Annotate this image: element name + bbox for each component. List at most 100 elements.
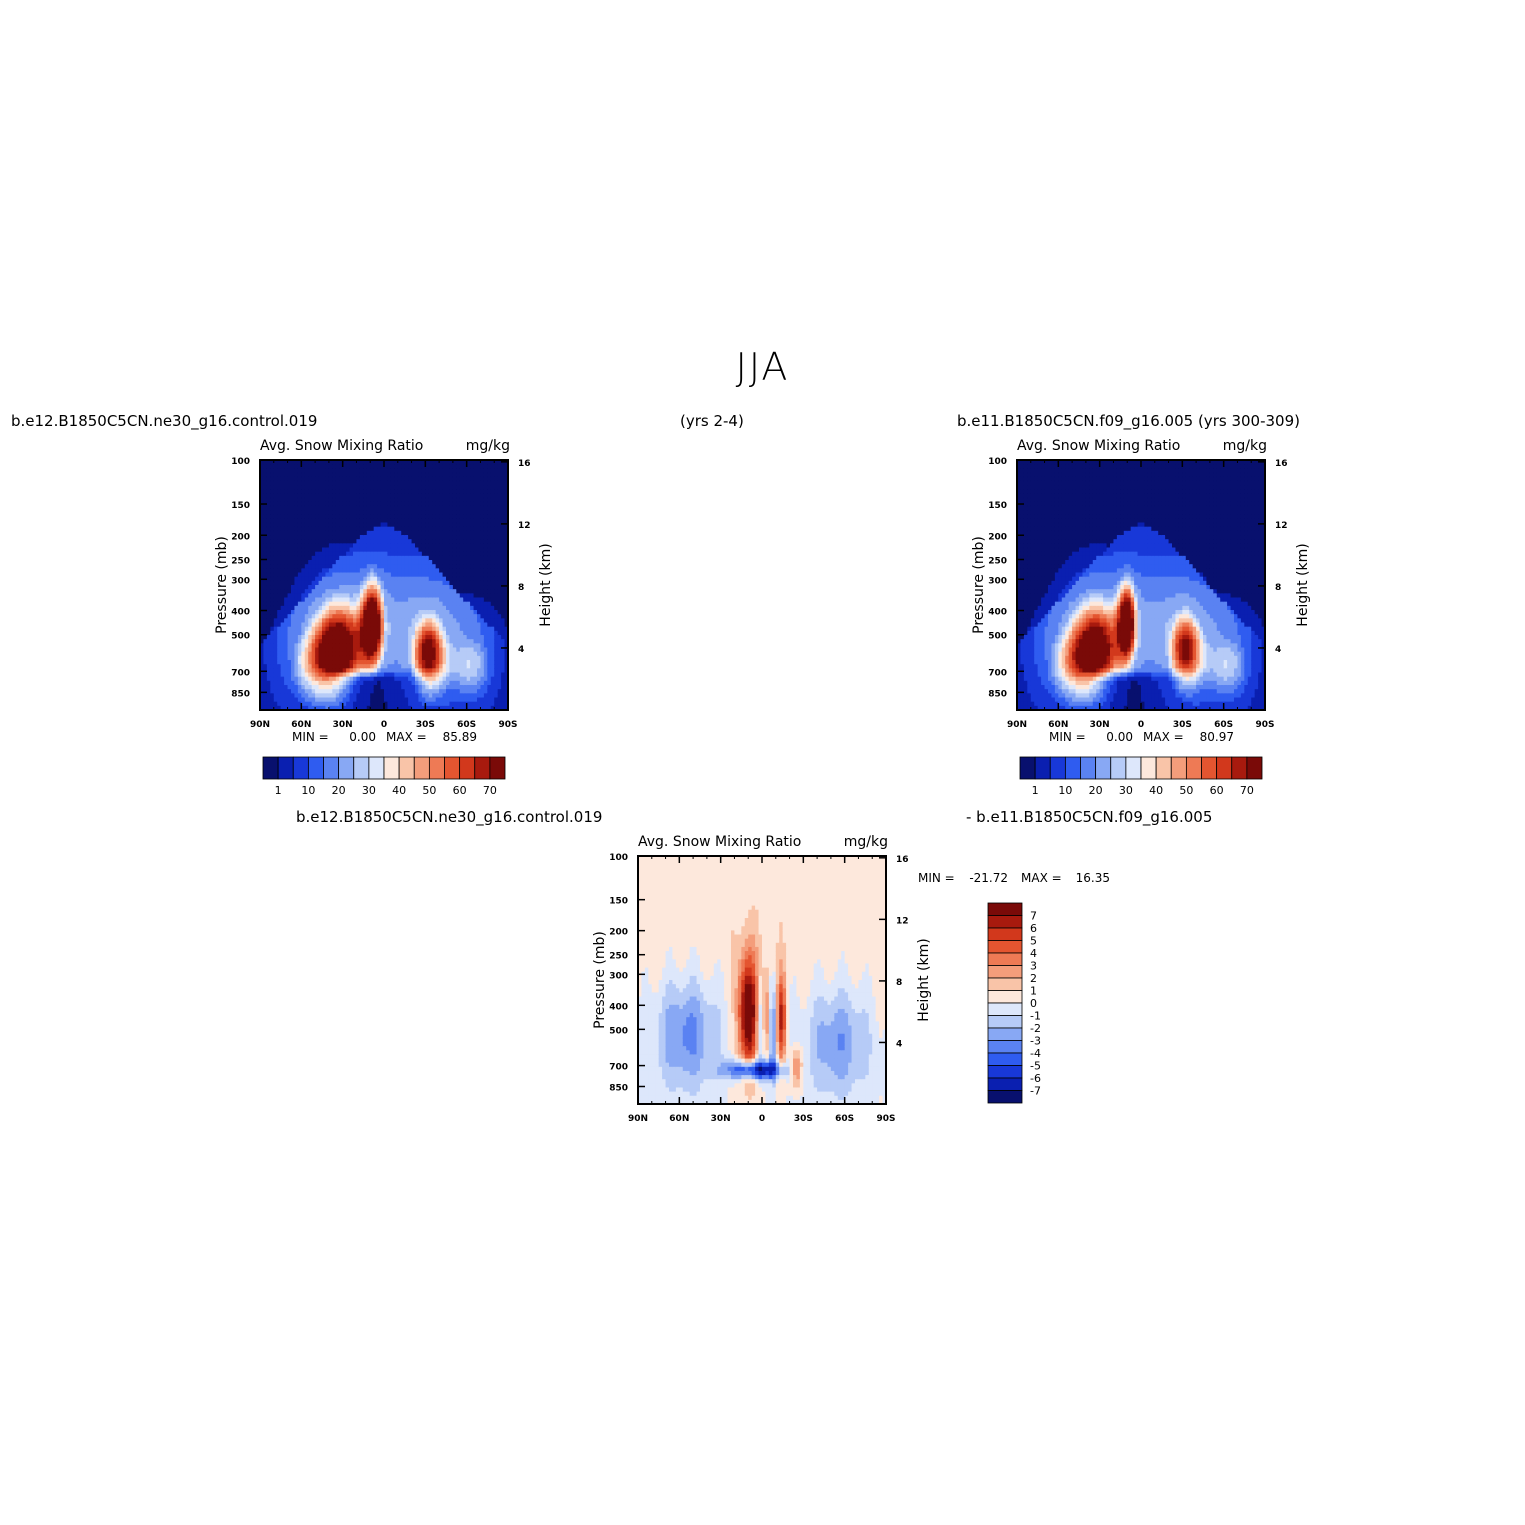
contour-cell bbox=[1037, 601, 1042, 607]
contour-cell bbox=[325, 614, 330, 619]
contour-cell bbox=[1034, 505, 1039, 511]
contour-cell bbox=[483, 547, 488, 553]
contour-cell bbox=[494, 485, 499, 490]
contour-cell bbox=[273, 580, 278, 586]
contour-cell bbox=[470, 626, 475, 632]
contour-cell bbox=[1034, 618, 1039, 624]
contour-cell bbox=[421, 468, 426, 474]
contour-cell bbox=[473, 605, 478, 611]
contour-cell bbox=[291, 643, 296, 649]
contour-cell bbox=[342, 593, 347, 599]
contour-cell bbox=[404, 680, 409, 686]
contour-cell bbox=[356, 518, 361, 524]
contour-cell bbox=[273, 493, 278, 499]
contour-cell bbox=[404, 572, 409, 578]
contour-cell bbox=[459, 518, 464, 524]
contour-cell bbox=[387, 585, 392, 590]
contour-cell bbox=[325, 697, 330, 703]
contour-cell bbox=[277, 630, 282, 636]
contour-cell bbox=[301, 664, 306, 669]
contour-cell bbox=[487, 651, 492, 657]
contour-cell bbox=[1017, 547, 1022, 553]
contour-cell bbox=[446, 526, 451, 532]
contour-cell bbox=[452, 664, 457, 669]
contour-cell bbox=[270, 564, 275, 569]
contour-cell bbox=[408, 468, 413, 474]
contour-cell bbox=[446, 660, 451, 665]
contour-cell bbox=[280, 560, 285, 565]
contour-cell bbox=[408, 460, 413, 465]
contour-cell bbox=[470, 493, 475, 499]
contour-cell bbox=[1023, 589, 1028, 594]
contour-cell bbox=[363, 589, 368, 594]
contour-cell bbox=[322, 655, 327, 661]
contour-cell bbox=[487, 701, 492, 707]
contour-cell bbox=[432, 701, 437, 707]
contour-cell bbox=[328, 560, 333, 565]
contour-cell bbox=[442, 705, 447, 711]
contour-cell bbox=[335, 564, 340, 569]
contour-cell bbox=[301, 543, 306, 549]
contour-cell bbox=[277, 518, 282, 524]
contour-cell bbox=[463, 530, 468, 536]
contour-cell bbox=[477, 618, 482, 624]
contour-cell bbox=[446, 489, 451, 494]
contour-cell bbox=[318, 568, 323, 574]
contour-cell bbox=[446, 543, 451, 549]
contour-cell bbox=[1017, 685, 1022, 690]
contour-cell bbox=[442, 555, 447, 561]
contour-cell bbox=[291, 576, 296, 582]
contour-cell bbox=[1030, 701, 1035, 707]
contour-cell bbox=[1027, 539, 1032, 544]
contour-cell bbox=[325, 593, 330, 599]
contour-cell bbox=[1037, 568, 1042, 574]
contour-cell bbox=[473, 493, 478, 499]
contour-cell bbox=[363, 618, 368, 624]
contour-cell bbox=[287, 655, 292, 661]
contour-cell bbox=[308, 501, 313, 507]
contour-cell bbox=[1034, 597, 1039, 603]
contour-cell bbox=[1044, 610, 1049, 615]
contour-cell bbox=[342, 464, 347, 469]
contour-cell bbox=[473, 668, 478, 674]
contour-cell bbox=[497, 685, 502, 690]
contour-cell bbox=[442, 601, 447, 607]
contour-cell bbox=[1037, 701, 1042, 707]
contour-cell bbox=[490, 618, 495, 624]
contour-cell bbox=[473, 705, 478, 711]
contour-cell bbox=[390, 626, 395, 632]
contour-cell bbox=[408, 580, 413, 586]
contour-cell bbox=[1023, 530, 1028, 536]
contour-cell bbox=[273, 539, 278, 544]
contour-cell bbox=[504, 668, 509, 674]
contour-cell bbox=[425, 585, 430, 590]
contour-cell bbox=[390, 647, 395, 653]
contour-cell bbox=[366, 560, 371, 565]
contour-cell bbox=[449, 693, 454, 699]
contour-cell bbox=[1048, 464, 1053, 469]
contour-cell bbox=[428, 643, 433, 649]
contour-cell bbox=[291, 635, 296, 640]
contour-cell bbox=[373, 689, 378, 694]
contour-cell bbox=[1030, 601, 1035, 607]
contour-cell bbox=[1023, 660, 1028, 665]
contour-cell bbox=[308, 672, 313, 678]
contour-cell bbox=[432, 497, 437, 503]
contour-cell bbox=[1041, 539, 1046, 544]
contour-cell bbox=[466, 476, 471, 482]
contour-cell bbox=[273, 597, 278, 603]
contour-cell bbox=[1023, 651, 1028, 657]
contour-cell bbox=[432, 501, 437, 507]
contour-cell bbox=[304, 660, 309, 665]
contour-cell bbox=[463, 593, 468, 599]
contour-cell bbox=[449, 660, 454, 665]
contour-cell bbox=[490, 647, 495, 653]
contour-cell bbox=[387, 572, 392, 578]
contour-cell bbox=[373, 635, 378, 640]
contour-cell bbox=[294, 635, 299, 640]
contour-cell bbox=[415, 510, 420, 515]
contour-cell bbox=[1020, 539, 1025, 544]
contour-cell bbox=[501, 497, 506, 503]
contour-cell bbox=[315, 539, 320, 544]
contour-cell bbox=[463, 460, 468, 465]
